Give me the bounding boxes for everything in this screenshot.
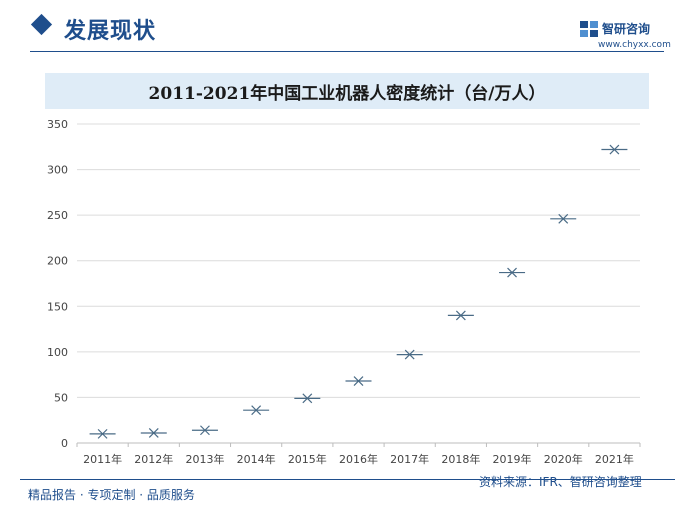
section-header: 发展现状 智研咨询 www.chyxx.com (0, 0, 695, 60)
y-tick-label: 100 (47, 346, 68, 359)
y-tick-label: 0 (61, 437, 68, 450)
data-point (140, 428, 167, 438)
x-tick-label: 2020年 (544, 452, 583, 466)
x-tick-label: 2021年 (595, 452, 634, 466)
data-point-cross (558, 213, 569, 224)
data-point (447, 310, 474, 321)
x-tick-label: 2017年 (390, 452, 429, 466)
y-tick-labels: 0 50 100 150 200 250 300 350 (47, 118, 68, 450)
grid-lines (77, 123, 640, 398)
x-tick-label: 2012年 (134, 452, 173, 466)
brand-url[interactable]: www.chyxx.com (598, 40, 671, 50)
x-tick-labels: 2011年 2012年 2013年 2014年 2015年 2016年 2017年 2018年… (83, 452, 634, 466)
y-tick-label: 150 (47, 300, 68, 313)
data-point (345, 376, 372, 386)
brand-logo: 智研咨询 www.chyxx.com (578, 18, 671, 54)
diamond-bullet-icon (30, 13, 53, 36)
brand-mark-icon (580, 21, 598, 37)
y-tick-label: 200 (47, 255, 68, 268)
data-point-cross (200, 425, 210, 436)
data-point (294, 393, 321, 404)
data-source: 资料来源：IFR、智研咨询整理 (479, 475, 642, 489)
header-divider (30, 51, 664, 52)
x-tick-label: 2016年 (339, 452, 378, 466)
footer-divider (20, 479, 675, 480)
x-tick-label: 2015年 (288, 452, 327, 466)
data-point (601, 144, 628, 155)
data-point-cross (302, 393, 313, 404)
data-point (499, 267, 526, 278)
x-tick-label: 2018年 (441, 452, 480, 466)
footer-slogan: 精品报告 · 专项定制 · 品质服务 (28, 488, 195, 502)
data-point (550, 213, 577, 224)
data-point (243, 405, 270, 416)
data-point-cross (455, 310, 466, 321)
y-tick-label: 50 (54, 391, 68, 404)
y-tick-label: 250 (47, 209, 68, 222)
x-tick-label: 2013年 (185, 452, 224, 466)
data-point-cross (251, 405, 262, 416)
data-point-cross (609, 144, 620, 155)
data-point-cross (97, 428, 108, 439)
data-point-cross (507, 267, 517, 278)
data-point-cross (148, 428, 159, 438)
chart-title: 2011-2021年中国工业机器人密度统计（台/万人） (45, 73, 649, 109)
data-point (89, 428, 116, 439)
x-tick-label: 2011年 (83, 452, 122, 466)
y-tick-label: 300 (47, 164, 68, 177)
y-tick-label: 350 (47, 118, 68, 131)
data-point-cross (353, 376, 364, 386)
x-tick-label: 2019年 (493, 452, 532, 466)
brand-name: 智研咨询 (602, 22, 651, 36)
section-title: 发展现状 (64, 19, 157, 44)
data-point (191, 425, 218, 436)
data-points (89, 144, 628, 439)
x-tick-label: 2014年 (237, 452, 276, 466)
axes (76, 442, 641, 447)
data-point-cross (404, 349, 415, 360)
data-point (396, 349, 423, 360)
